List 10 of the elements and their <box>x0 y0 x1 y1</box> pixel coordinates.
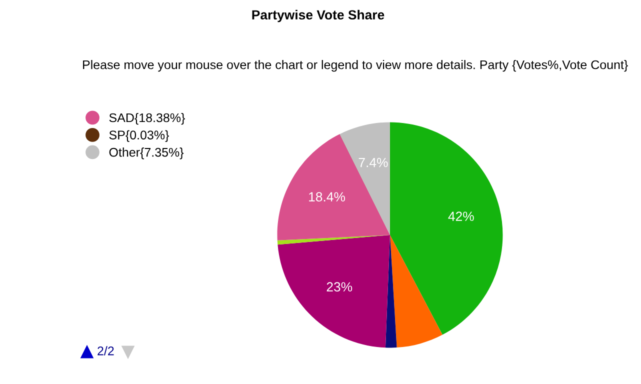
data-label: 23% <box>326 282 352 292</box>
data-label: 7.4% <box>358 158 388 168</box>
data-label: 18.4% <box>309 192 345 202</box>
chart-subtitle: Please move your mouse over the chart or legend to view more details. Party {Votes%,Vote Count} <box>83 60 628 72</box>
legend-label: SP{0.03%} <box>109 130 169 142</box>
chart-title: Partywise Vote Share <box>252 10 384 22</box>
legend-label: Other{7.35%} <box>109 148 184 160</box>
text: 2/2 <box>98 346 114 356</box>
legend-label: SAD{18.38%} <box>109 113 185 125</box>
data-label: 42% <box>448 212 474 221</box>
